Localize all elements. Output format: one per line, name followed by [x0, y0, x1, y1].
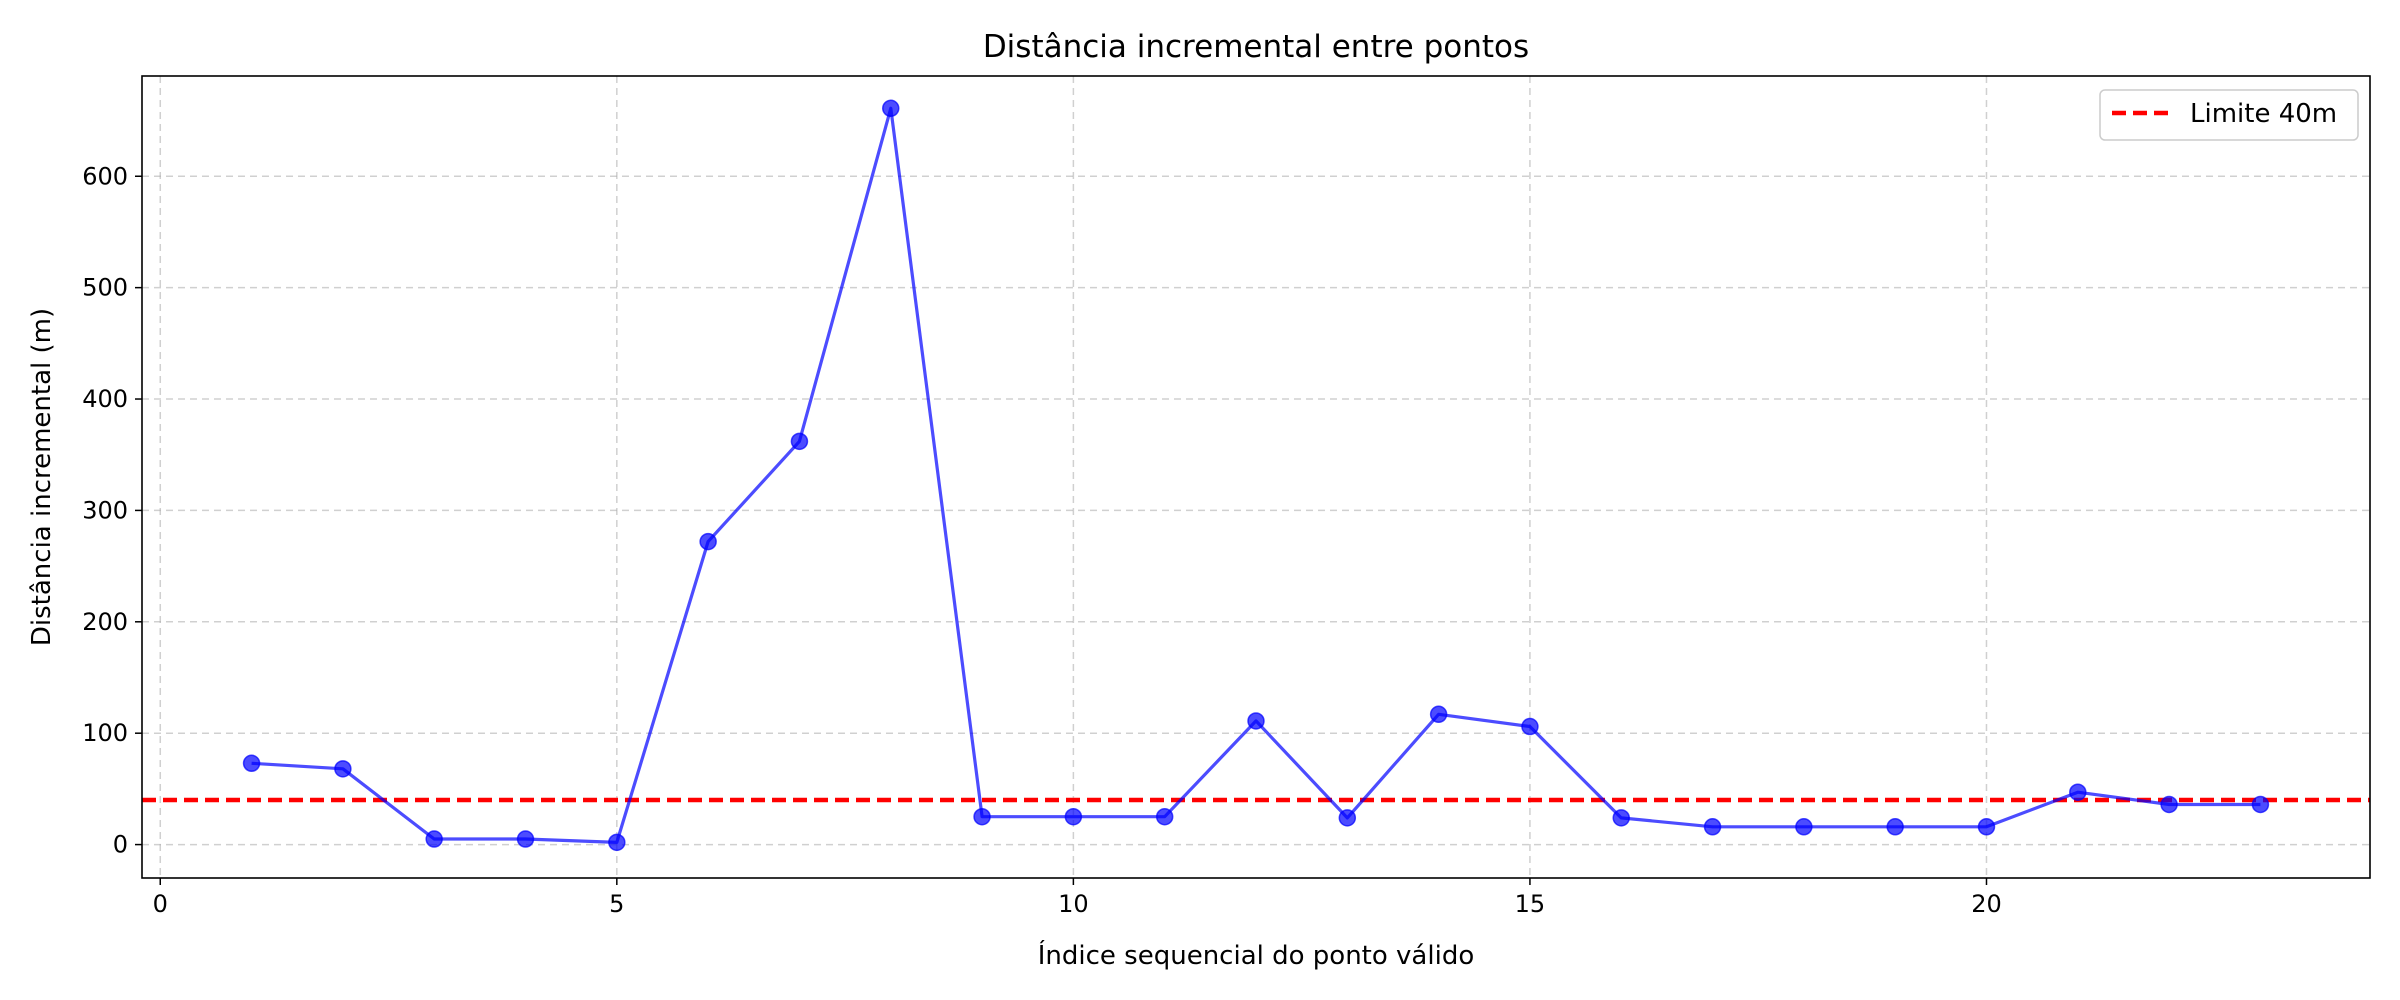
- data-point: [1886, 818, 1904, 836]
- legend-label-limite: Limite 40m: [2190, 99, 2337, 129]
- x-axis-ticks: 0 5 10 15 20: [153, 878, 2002, 918]
- legend-box: [2099, 89, 2359, 141]
- data-point: [1612, 809, 1630, 827]
- data-point: [790, 432, 809, 451]
- x-axis-label: Índice sequencial do ponto válido: [1038, 939, 1474, 971]
- y-tick-label: 400: [82, 385, 128, 413]
- y-tick-label: 500: [82, 274, 128, 302]
- y-tick-label: 200: [82, 608, 128, 636]
- data-point: [1064, 807, 1083, 826]
- y-tick-label: 0: [113, 831, 128, 859]
- y-axis-label: Distância incremental (m): [27, 308, 57, 646]
- y-tick-label: 600: [82, 162, 128, 190]
- data-point: [1977, 818, 1996, 836]
- data-point: [2069, 783, 2087, 801]
- data-point: [1338, 809, 1357, 827]
- series-line: [251, 106, 2261, 845]
- data-point: [699, 532, 717, 551]
- chart-title: Distância incremental entre pontos: [983, 29, 1529, 65]
- plot-frame: [141, 75, 2371, 879]
- data-point: [334, 760, 352, 778]
- data-point: [1521, 717, 1539, 736]
- data-point: [1703, 818, 1722, 836]
- y-axis-ticks: 0 100 200 300 400 500 600: [82, 162, 142, 859]
- data-point: [2160, 795, 2178, 814]
- data-point: [1429, 705, 1448, 724]
- data-point: [2251, 795, 2270, 814]
- y-tick-label: 100: [82, 719, 128, 747]
- x-tick-label: 20: [1971, 890, 2002, 918]
- y-tick-label: 300: [82, 496, 128, 524]
- data-point: [1795, 818, 1813, 836]
- x-tick-label: 5: [609, 890, 624, 918]
- data-point: [516, 830, 535, 848]
- data-point: [1155, 807, 1174, 826]
- data-point: [425, 830, 443, 848]
- series-group: [242, 99, 2270, 852]
- data-point: [242, 754, 261, 773]
- data-point: [882, 99, 900, 118]
- legend: Limite 40m: [2099, 89, 2359, 141]
- data-point: [1247, 712, 1265, 730]
- grid-lines: [142, 76, 2370, 878]
- x-tick-label: 15: [1515, 890, 1546, 918]
- x-tick-label: 10: [1058, 890, 1089, 918]
- data-point: [608, 833, 626, 852]
- data-point: [973, 807, 991, 826]
- x-tick-label: 0: [153, 890, 168, 918]
